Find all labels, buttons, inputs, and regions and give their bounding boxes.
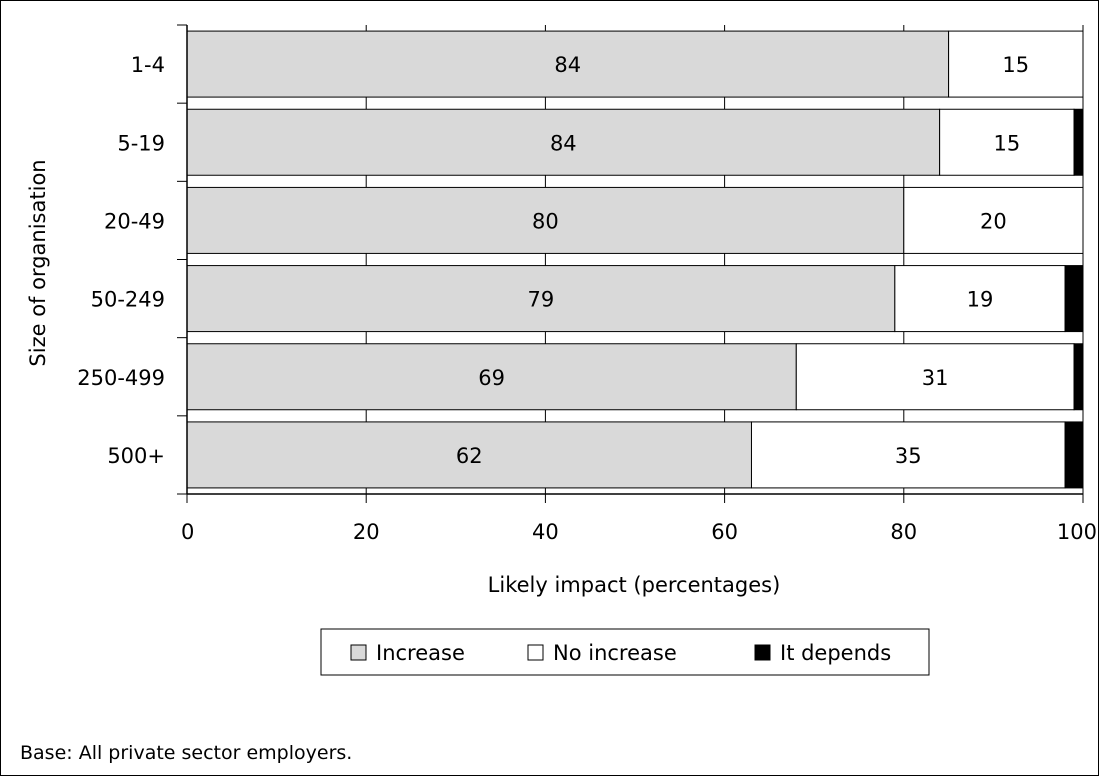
data-label: 15 xyxy=(1002,53,1029,77)
bar-segment-no-increase xyxy=(795,343,1075,411)
legend-label: Increase xyxy=(376,641,465,665)
bar-segment-increase xyxy=(186,343,797,411)
category-label: 5-19 xyxy=(117,131,165,155)
x-tick-label: 80 xyxy=(890,520,917,544)
x-tick-label: 40 xyxy=(532,520,559,544)
bar-segment-no-increase xyxy=(939,108,1075,176)
bar-segment-increase xyxy=(186,265,896,333)
bar-segment-increase xyxy=(186,30,950,98)
x-tick-label: 20 xyxy=(353,520,380,544)
legend-label: No increase xyxy=(553,641,677,665)
legend-box xyxy=(320,628,930,676)
category-label: 250-499 xyxy=(77,366,165,390)
category-label: 1-4 xyxy=(131,53,165,77)
data-label: 35 xyxy=(895,444,922,468)
legend-swatch xyxy=(350,644,367,661)
data-label: 80 xyxy=(532,209,559,233)
data-label: 84 xyxy=(550,131,577,155)
legend: Increase No increase It depends xyxy=(320,628,930,676)
footnote: Base: All private sector employers. xyxy=(20,742,352,764)
data-label: 31 xyxy=(922,366,949,390)
data-label: 15 xyxy=(993,131,1020,155)
legend-swatch xyxy=(527,644,544,661)
data-label: 20 xyxy=(980,209,1007,233)
bar-segment-increase xyxy=(186,421,752,489)
x-tick-label: 100 xyxy=(1057,520,1097,544)
bar-segment-it-depends xyxy=(1073,108,1084,176)
bar-segment-no-increase xyxy=(903,186,1084,254)
bars: 84 15 84 15 80 20 79 19 69 31 62 35 xyxy=(186,30,1084,489)
bar-segment-it-depends xyxy=(1073,343,1084,411)
legend-swatch xyxy=(754,644,771,661)
category-label: 500+ xyxy=(107,444,165,468)
gridlines xyxy=(365,25,1084,494)
axes: 1-4 5-19 20-49 50-249 250-499 500+ 0 20 40 60 80 10… xyxy=(77,24,1097,544)
data-label: 84 xyxy=(554,53,581,77)
data-label: 19 xyxy=(967,288,994,312)
category-label: 50-249 xyxy=(91,288,165,312)
data-label: 62 xyxy=(456,444,483,468)
x-tick-label: 0 xyxy=(181,520,194,544)
x-axis-title: Likely impact (percentages) xyxy=(488,573,781,597)
x-tick-label: 60 xyxy=(711,520,738,544)
bar-segment-increase xyxy=(186,108,941,176)
data-label: 79 xyxy=(528,288,555,312)
bar-segment-it-depends xyxy=(1064,421,1084,489)
bar-segment-no-increase xyxy=(948,30,1084,98)
legend-label: It depends xyxy=(780,641,891,665)
y-axis-title: Size of organisation xyxy=(26,159,50,366)
category-label: 20-49 xyxy=(104,209,165,233)
data-label: 69 xyxy=(478,366,505,390)
bar-segment-it-depends xyxy=(1064,265,1084,333)
bar-segment-increase xyxy=(186,186,905,254)
